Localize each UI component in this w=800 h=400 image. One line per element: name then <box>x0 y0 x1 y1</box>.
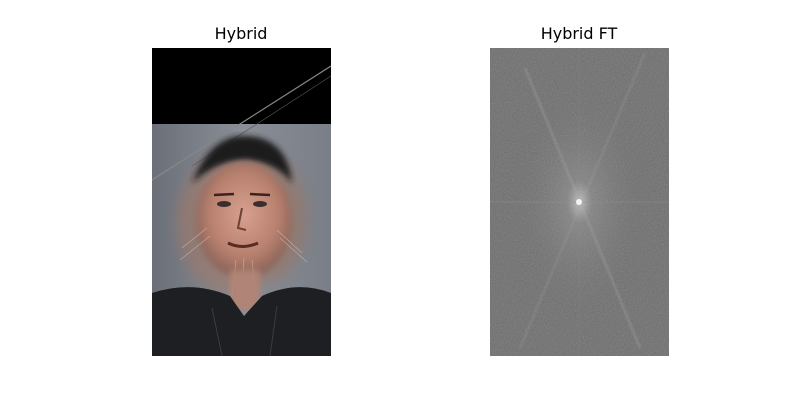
panel-title-hybrid-ft: Hybrid FT <box>540 24 618 43</box>
panel-title-hybrid: Hybrid <box>214 24 268 43</box>
hybrid-image <box>152 48 331 356</box>
hybrid-ft-image <box>490 48 669 356</box>
